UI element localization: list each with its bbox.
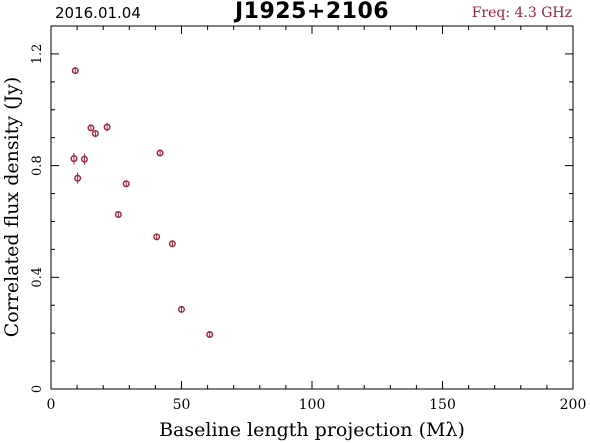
observation-date: 2016.01.04 [55,4,141,22]
data-point [70,155,78,163]
data-point [122,180,130,188]
data-point [91,130,99,138]
data-point [74,174,82,182]
y-tick-label: 0.4 [30,267,45,288]
data-point [153,233,161,241]
x-axis-ticks: 0 50 100 150 200 [47,26,587,413]
x-tick-label: 50 [173,397,191,413]
x-tick-label: 150 [429,397,456,413]
source-name: J1925+2106 [235,0,390,24]
plot-frame [50,25,574,390]
y-tick-label: 0.8 [30,155,45,176]
data-point [87,124,95,132]
y-tick-label: 1.2 [30,44,45,65]
data-point [114,210,122,218]
y-axis-ticks: 0 0.4 0.8 1.2 [30,25,573,393]
data-point [206,331,214,339]
data-point [103,123,111,131]
frequency-label: Freq: 4.3 GHz [471,5,572,21]
data-point [156,149,164,157]
data-point [168,240,176,248]
x-tick-label: 200 [560,397,587,413]
y-axis-label: Correlated flux density (Jy) [1,77,23,338]
x-tick-label: 100 [299,397,326,413]
data-point [80,155,88,163]
x-axis-label: Baseline length projection (Mλ) [159,419,465,441]
data-points [70,67,214,339]
y-tick-label: 0 [30,385,45,393]
x-tick-label: 0 [47,397,56,413]
data-point [71,67,79,75]
data-point [177,305,185,313]
